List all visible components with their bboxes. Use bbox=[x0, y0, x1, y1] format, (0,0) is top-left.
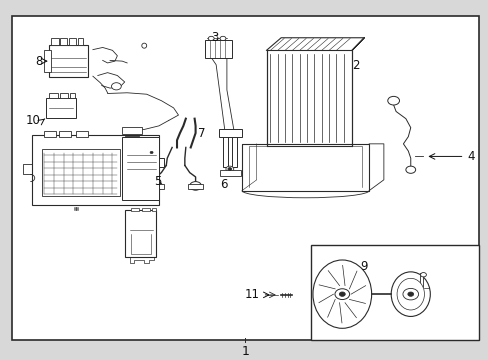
Text: 2: 2 bbox=[351, 59, 359, 72]
Bar bbox=[205, 40, 232, 58]
Text: 8: 8 bbox=[36, 55, 43, 68]
Bar bbox=[44, 131, 56, 137]
Bar bbox=[124, 136, 139, 140]
Bar bbox=[131, 208, 139, 211]
Bar bbox=[49, 93, 58, 98]
Bar bbox=[44, 50, 51, 72]
Ellipse shape bbox=[396, 278, 424, 310]
Ellipse shape bbox=[420, 273, 426, 277]
Ellipse shape bbox=[220, 36, 225, 41]
Ellipse shape bbox=[405, 166, 415, 173]
Ellipse shape bbox=[142, 43, 146, 48]
Bar bbox=[232, 135, 237, 167]
Text: 6: 6 bbox=[220, 177, 227, 190]
Ellipse shape bbox=[339, 292, 345, 296]
Bar bbox=[49, 45, 88, 77]
Bar bbox=[122, 137, 159, 199]
Text: 11: 11 bbox=[244, 288, 260, 301]
Bar bbox=[188, 184, 203, 189]
Ellipse shape bbox=[227, 167, 231, 170]
Ellipse shape bbox=[312, 260, 371, 328]
Text: 10: 10 bbox=[25, 114, 40, 127]
Bar bbox=[266, 50, 351, 146]
Bar bbox=[46, 98, 76, 118]
Ellipse shape bbox=[208, 36, 214, 41]
Bar bbox=[419, 273, 423, 287]
Bar bbox=[60, 38, 67, 45]
Bar bbox=[70, 93, 75, 98]
Ellipse shape bbox=[111, 83, 121, 90]
Text: 4: 4 bbox=[466, 150, 473, 163]
Ellipse shape bbox=[407, 292, 413, 296]
Bar bbox=[32, 135, 159, 205]
Bar bbox=[148, 165, 155, 169]
Bar bbox=[151, 208, 156, 211]
Ellipse shape bbox=[387, 96, 399, 105]
Ellipse shape bbox=[402, 288, 418, 300]
Bar bbox=[149, 184, 163, 189]
Bar bbox=[124, 210, 156, 257]
Text: 7: 7 bbox=[198, 127, 205, 140]
Bar bbox=[223, 135, 227, 167]
Ellipse shape bbox=[334, 289, 349, 300]
Bar bbox=[219, 130, 241, 137]
Ellipse shape bbox=[150, 181, 162, 190]
Bar bbox=[51, 38, 59, 45]
Bar bbox=[60, 93, 68, 98]
Ellipse shape bbox=[225, 166, 233, 172]
Bar bbox=[41, 149, 120, 196]
Text: 3: 3 bbox=[211, 31, 219, 44]
Bar bbox=[76, 131, 88, 137]
Text: 9: 9 bbox=[360, 260, 367, 273]
Text: 1: 1 bbox=[241, 345, 249, 358]
Bar bbox=[142, 208, 149, 211]
Bar bbox=[78, 38, 82, 45]
Ellipse shape bbox=[189, 181, 201, 190]
Bar bbox=[310, 244, 478, 340]
Bar bbox=[142, 158, 163, 167]
Bar bbox=[122, 127, 142, 134]
Ellipse shape bbox=[148, 150, 154, 155]
Bar bbox=[219, 170, 241, 176]
Bar bbox=[59, 131, 71, 137]
Ellipse shape bbox=[150, 152, 153, 154]
Ellipse shape bbox=[390, 272, 429, 316]
Text: 5: 5 bbox=[154, 175, 161, 188]
Bar bbox=[69, 38, 76, 45]
